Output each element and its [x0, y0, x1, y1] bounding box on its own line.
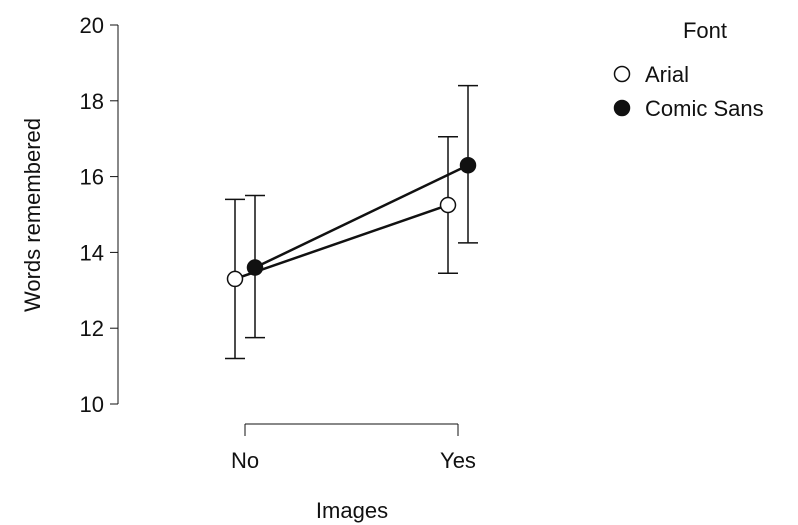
data-point	[246, 259, 264, 276]
series-arial	[225, 136, 458, 360]
data-point	[459, 156, 477, 174]
x-tick-label: Yes	[440, 448, 476, 473]
legend-label: Arial	[645, 62, 689, 87]
legend-label: Comic Sans	[645, 96, 764, 121]
y-axis: 10 12 14 16 18 20	[80, 13, 119, 417]
x-axis: No Yes	[231, 423, 476, 473]
y-tick-label: 20	[80, 13, 104, 38]
series-comic-sans	[245, 84, 478, 339]
y-tick-label: 18	[80, 89, 104, 114]
y-tick-label: 12	[80, 316, 104, 341]
plot-area	[225, 84, 478, 360]
y-axis-title: Words remembered	[20, 118, 45, 312]
y-tick-label: 10	[80, 392, 104, 417]
legend: Font Arial Comic Sans	[613, 18, 764, 121]
y-tick-label: 16	[80, 165, 104, 190]
x-axis-title: Images	[316, 498, 388, 523]
data-point	[439, 196, 457, 214]
series-line	[254, 164, 469, 269]
legend-title: Font	[683, 18, 727, 43]
series-line	[234, 203, 449, 281]
y-tick-label: 14	[80, 240, 104, 265]
legend-marker	[613, 99, 631, 117]
legend-marker	[613, 65, 631, 83]
x-tick-label: No	[231, 448, 259, 473]
data-point	[226, 270, 244, 288]
